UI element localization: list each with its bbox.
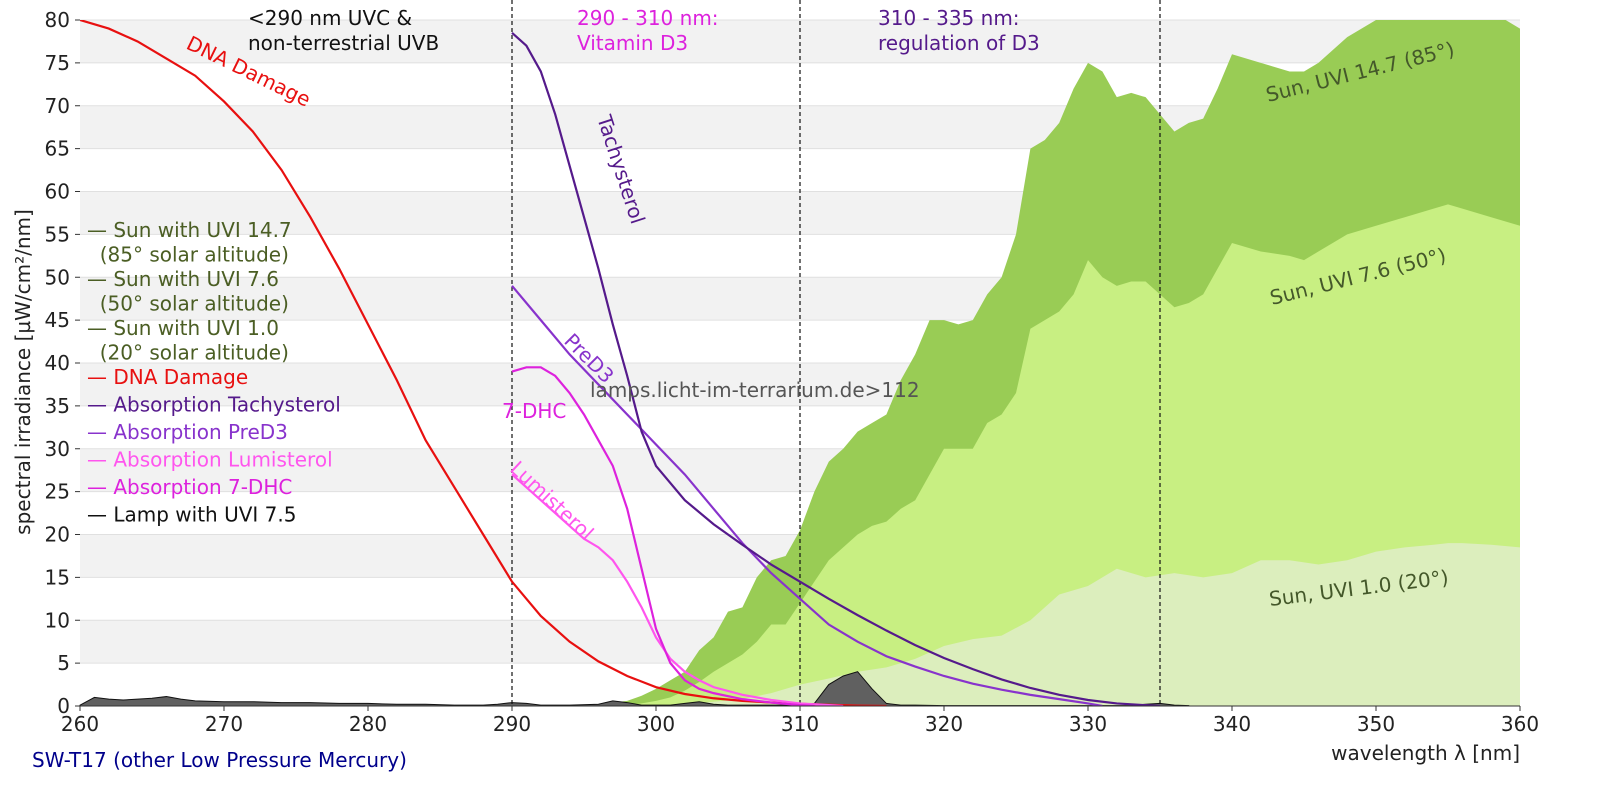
x-tick-label: 280 xyxy=(349,712,387,736)
y-tick-label: 60 xyxy=(45,180,70,204)
x-tick-label: 320 xyxy=(925,712,963,736)
y-tick-label: 40 xyxy=(45,351,70,375)
x-tick-label: 300 xyxy=(637,712,675,736)
axes: 260 270 280 290 300 310 320 330 340 350 360 0 5 10 15 2… xyxy=(45,8,1540,736)
legend-entry-line: — Absorption PreD3 xyxy=(87,420,288,444)
y-tick-label: 45 xyxy=(45,308,70,332)
curve-dhc xyxy=(511,366,815,706)
y-tick-label: 15 xyxy=(45,565,70,589)
legend-entry-line: — Absorption Tachysterol xyxy=(87,393,341,417)
legend-entry-line: (85° solar altitude) xyxy=(87,243,289,267)
y-tick-label: 10 xyxy=(45,608,70,632)
sun-areas xyxy=(598,20,1520,706)
curve-dna xyxy=(80,20,887,706)
legend-entry-line: (50° solar altitude) xyxy=(87,292,289,316)
x-tick-label: 360 xyxy=(1501,712,1539,736)
curve-pred3 xyxy=(511,285,1103,706)
y-axis-title: spectral irradiance [µW/cm²/nm] xyxy=(11,209,35,535)
x-tick-label: 340 xyxy=(1213,712,1251,736)
legend-entry-line: — Lamp with UVI 7.5 xyxy=(87,503,296,527)
region-label-line: 310 - 335 nm: xyxy=(878,6,1020,30)
y-tick-label: 70 xyxy=(45,94,70,118)
y-tick-label: 55 xyxy=(45,222,70,246)
footer-caption: SW-T17 (other Low Pressure Mercury) xyxy=(32,748,407,772)
x-tick-label: 330 xyxy=(1069,712,1107,736)
y-tick-label: 0 xyxy=(57,694,70,718)
lamp-area xyxy=(79,671,1190,707)
region-label-line: non-terrestrial UVB xyxy=(248,31,439,55)
region-label-line: <290 nm UVC & xyxy=(248,6,412,30)
x-tick-label: 350 xyxy=(1357,712,1395,736)
x-tick-label: 290 xyxy=(493,712,531,736)
x-tick-label: 310 xyxy=(781,712,819,736)
absorption-curves xyxy=(80,20,1161,706)
y-tick-label: 20 xyxy=(45,523,70,547)
curve-lumisterol xyxy=(511,473,844,706)
watermark-text: lamps.licht-im-terrarium.de>112 xyxy=(590,378,920,402)
y-tick-label: 50 xyxy=(45,265,70,289)
legend-entry-line: — DNA Damage xyxy=(87,365,248,389)
region-label-line: regulation of D3 xyxy=(878,31,1040,55)
region-label-line: Vitamin D3 xyxy=(577,31,688,55)
x-tick-label: 270 xyxy=(205,712,243,736)
sun-area-sun-uvi-1-0 xyxy=(656,543,1520,706)
y-tick-label: 30 xyxy=(45,437,70,461)
y-tick-label: 80 xyxy=(45,8,70,32)
curve-tachysterol xyxy=(511,32,1161,706)
region-dividers xyxy=(511,0,1161,706)
legend-entry-line: — Absorption 7-DHC xyxy=(87,475,292,499)
y-tick-label: 35 xyxy=(45,394,70,418)
legend-entry-line: — Sun with UVI 14.7 xyxy=(87,218,292,242)
grid-band xyxy=(80,20,1520,63)
lamp-spectrum-area xyxy=(79,671,1190,707)
legend-entry-line: — Sun with UVI 7.6 xyxy=(87,267,279,291)
y-tick-label: 25 xyxy=(45,480,70,504)
x-tick-label: 260 xyxy=(61,712,99,736)
curve-label: 7-DHC xyxy=(502,399,566,423)
y-tick-label: 65 xyxy=(45,137,70,161)
legend-entry-line: (20° solar altitude) xyxy=(87,341,289,365)
legend-entry-line: — Sun with UVI 1.0 xyxy=(87,316,279,340)
x-axis-title: wavelength λ [nm] xyxy=(1331,741,1520,765)
region-label-line: 290 - 310 nm: xyxy=(577,6,719,30)
legend-entry-line: — Absorption Lumisterol xyxy=(87,448,333,472)
y-tick-label: 5 xyxy=(57,651,70,675)
y-tick-label: 75 xyxy=(45,51,70,75)
legend: — Sun with UVI 14.7 (85° solar altitude)… xyxy=(87,218,341,527)
